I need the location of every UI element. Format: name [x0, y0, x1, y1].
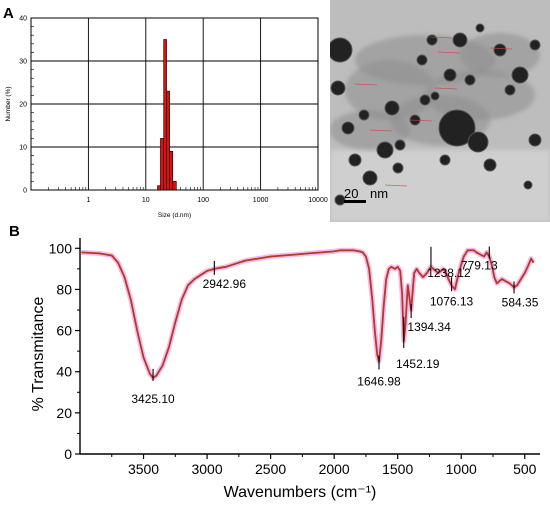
x-tick-label: 1500 — [382, 461, 413, 477]
y-tick-label: 60 — [56, 323, 72, 339]
spectrum-line — [81, 249, 535, 379]
nanoparticle — [467, 131, 489, 153]
nanoparticle — [419, 94, 431, 106]
measurement-mark — [369, 129, 393, 132]
scale-bar — [344, 200, 366, 203]
nanoparticle — [426, 34, 438, 46]
nanoparticle — [464, 74, 476, 86]
panel-b-label: B — [9, 223, 20, 240]
y-tick-label: 30 — [19, 59, 27, 66]
peak-label: 1452.19 — [396, 357, 440, 371]
nanoparticle — [341, 121, 355, 135]
histogram-bar — [169, 151, 174, 191]
histogram-bar — [157, 185, 161, 191]
nanoparticle — [523, 180, 533, 190]
nanoparticle — [511, 66, 529, 84]
y-tick-label: 40 — [19, 16, 27, 23]
peak-label: 1394.34 — [407, 320, 451, 334]
y-tick-label: 100 — [49, 240, 73, 256]
nanoparticle — [452, 32, 468, 48]
nanoparticle — [416, 54, 428, 66]
nanoparticle — [475, 23, 485, 33]
peak-label: 584.35 — [502, 295, 539, 309]
histogram-bar — [160, 138, 164, 191]
panel-a-label: A — [3, 5, 14, 22]
nanoparticle — [438, 109, 476, 147]
x-tick-label: 2000 — [319, 461, 350, 477]
peak-label: 1646.98 — [357, 374, 401, 388]
x-tick-label: 3500 — [128, 461, 159, 477]
nanoparticle — [362, 170, 378, 186]
peak-label: 1076.13 — [430, 294, 474, 308]
measurement-mark — [437, 51, 461, 54]
measurement-mark — [489, 47, 513, 50]
y-axis-label: Number (%) — [5, 86, 12, 121]
peak-label: 2942.96 — [203, 277, 247, 291]
histogram-bar — [172, 181, 177, 191]
nanoparticle — [493, 43, 507, 57]
x-tick-label: 1000 — [253, 197, 269, 204]
peak-label: 1238.12 — [427, 266, 471, 280]
nanoparticle — [376, 141, 394, 159]
histogram-bar — [163, 39, 167, 191]
y-tick-label: 0 — [23, 188, 27, 195]
y-tick-label: 20 — [19, 102, 27, 109]
nanoparticle — [430, 91, 440, 101]
scale-bar-value: 20 — [344, 186, 358, 201]
measurement-mark — [409, 119, 433, 122]
y-axis-label: % Transmitance — [30, 297, 47, 412]
y-tick-label: 20 — [56, 405, 72, 421]
nanoparticle — [330, 37, 353, 63]
x-axis-label: Size (d.nm) — [158, 212, 191, 219]
x-tick-label: 1000 — [446, 461, 477, 477]
size-distribution-chart: 0 10 20 30 40 1 10 100 1000 10000 Size (d.nm) Numbe… — [5, 16, 328, 220]
x-tick-label: 1 — [86, 197, 90, 204]
nanoparticle — [392, 162, 404, 174]
ftir-spectrum-chart: 0 20 40 60 80 100 3500 3000 2500 2000 1500 1000 500 3… — [30, 238, 540, 501]
histogram-bar — [166, 90, 170, 191]
x-tick-label: 10000 — [308, 197, 328, 204]
nanoparticle — [358, 109, 370, 121]
nanoparticle — [384, 100, 400, 116]
y-tick-label: 0 — [64, 446, 72, 462]
y-tick-label: 10 — [19, 145, 27, 152]
x-tick-label: 100 — [197, 197, 209, 204]
y-tick-label: 80 — [56, 281, 72, 297]
nanoparticle — [394, 139, 406, 151]
nanoparticle — [528, 133, 542, 147]
nanoparticle — [504, 84, 516, 96]
nanoparticle — [443, 68, 457, 82]
measurement-mark — [384, 184, 408, 187]
nanoparticle — [348, 153, 362, 167]
x-tick-label: 500 — [513, 461, 537, 477]
nanoparticle — [483, 158, 497, 172]
measurement-mark — [434, 87, 458, 90]
nanoparticle — [330, 80, 346, 96]
measurement-mark — [354, 83, 378, 86]
peak-label: 779.13 — [461, 259, 498, 273]
peak-label: 3425.10 — [131, 392, 175, 406]
y-tick-label: 40 — [56, 364, 72, 380]
measurement-mark — [429, 36, 453, 39]
x-axis-label: Wavenumbers (cm⁻¹) — [224, 484, 377, 501]
nanoparticle — [529, 39, 541, 51]
nanoparticle — [439, 154, 451, 166]
x-tick-label: 2500 — [255, 461, 286, 477]
tem-micrograph: 20 nm — [330, 0, 550, 222]
x-tick-label: 10 — [142, 197, 150, 204]
scale-bar-unit: nm — [370, 186, 388, 201]
x-tick-label: 3000 — [191, 461, 222, 477]
